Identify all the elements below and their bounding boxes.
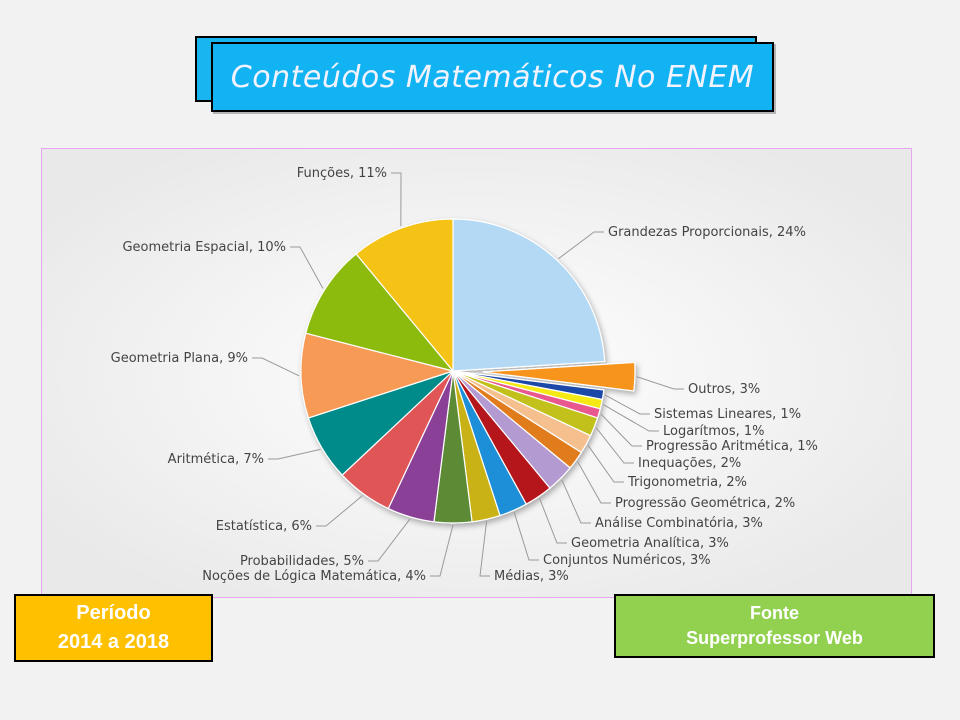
leader-line-probabilidades [368, 518, 411, 562]
periodo-range: 2014 a 2018 [57, 631, 170, 653]
slice-label-sistemas-lineares: Sistemas Lineares, 1% [654, 407, 801, 422]
leader-line-geometria-espacial [290, 246, 324, 289]
pie-chart-frame: Grandezas Proporcionais, 24% Outros, 3% Si… [41, 148, 912, 598]
slice-label-grandezas-proporcionais: Grandezas Proporcionais, 24% [608, 225, 806, 240]
slice-label-funcoes: Funções, 11% [297, 166, 387, 181]
slice-label-outros: Outros, 3% [688, 382, 760, 397]
leader-line-logaritmos [603, 404, 659, 432]
leader-line-progressao-aritmetica [600, 413, 642, 447]
slice-label-estatistica: Estatística, 6% [216, 519, 312, 534]
fonte-box: Fonte Superprofessor Web [614, 594, 935, 658]
slice-label-geometria-analitica: Geometria Analítica, 3% [571, 536, 729, 551]
leader-line-medias [479, 521, 490, 577]
pie-slice-geometria-espacial [305, 253, 455, 373]
leader-line-progressao-geometrica [577, 461, 611, 504]
slice-label-geometria-espacial: Geometria Espacial, 10% [122, 240, 286, 255]
slice-label-progressao-geometrica: Progressão Geométrica, 2% [615, 496, 795, 511]
leader-line-analise-combinatoria [561, 479, 591, 524]
pie-chart: Grandezas Proporcionais, 24% Outros, 3% Si… [42, 149, 911, 597]
leader-line-funcoes [391, 172, 402, 227]
leader-line-estatistica [316, 495, 363, 527]
page-title: Conteúdos Matemáticos No ENEM [230, 59, 755, 95]
chart-background [42, 149, 911, 597]
pie-slice-outros [482, 361, 636, 392]
slice-label-aritmetica: Aritmética, 7% [168, 452, 264, 467]
slice-label-nocoes-de-logica-matematica: Noções de Lógica Matemática, 4% [202, 569, 426, 584]
leader-line-conjuntos-numericos [513, 512, 539, 561]
leader-line-sistemas-lineares [604, 394, 650, 415]
periodo-label: Período [76, 602, 151, 624]
pie-slice-funcoes [355, 218, 454, 373]
slice-label-analise-combinatoria: Análise Combinatória, 3% [595, 516, 763, 531]
fonte-label: Fonte [750, 603, 799, 623]
leader-line-nocoes-de-logica-matematica [430, 524, 454, 577]
leader-line-inequacoes [595, 427, 634, 464]
leader-line-grandezas-proporcionais [558, 231, 604, 260]
slice-label-logaritmos: Logarítmos, 1% [663, 424, 765, 439]
slice-label-trigonometria: Trigonometria, 2% [627, 475, 747, 490]
slice-label-progressao-aritmetica: Progressão Aritmética, 1% [646, 439, 818, 454]
slice-label-inequacoes: Inequações, 2% [638, 456, 741, 471]
fonte-source: Superprofessor Web [686, 628, 863, 648]
leader-line-outros [636, 376, 684, 390]
slice-label-geometria-plana: Geometria Plana, 9% [111, 351, 248, 366]
slice-label-conjuntos-numericos: Conjuntos Numéricos, 3% [543, 553, 711, 568]
title-box: Conteúdos Matemáticos No ENEM [211, 42, 774, 112]
pie-slice-geometria-plana [300, 332, 456, 419]
slice-label-probabilidades: Probabilidades, 5% [240, 554, 364, 569]
leader-line-trigonometria [587, 444, 624, 483]
leader-line-geometria-analitica [539, 498, 567, 544]
leader-line-geometria-plana [252, 357, 300, 377]
pie-slice-grandezas-proporcionais [452, 218, 606, 372]
periodo-box: Período 2014 a 2018 [14, 594, 213, 662]
slice-label-medias: Médias, 3% [494, 569, 569, 584]
leader-line-aritmetica [268, 448, 321, 460]
